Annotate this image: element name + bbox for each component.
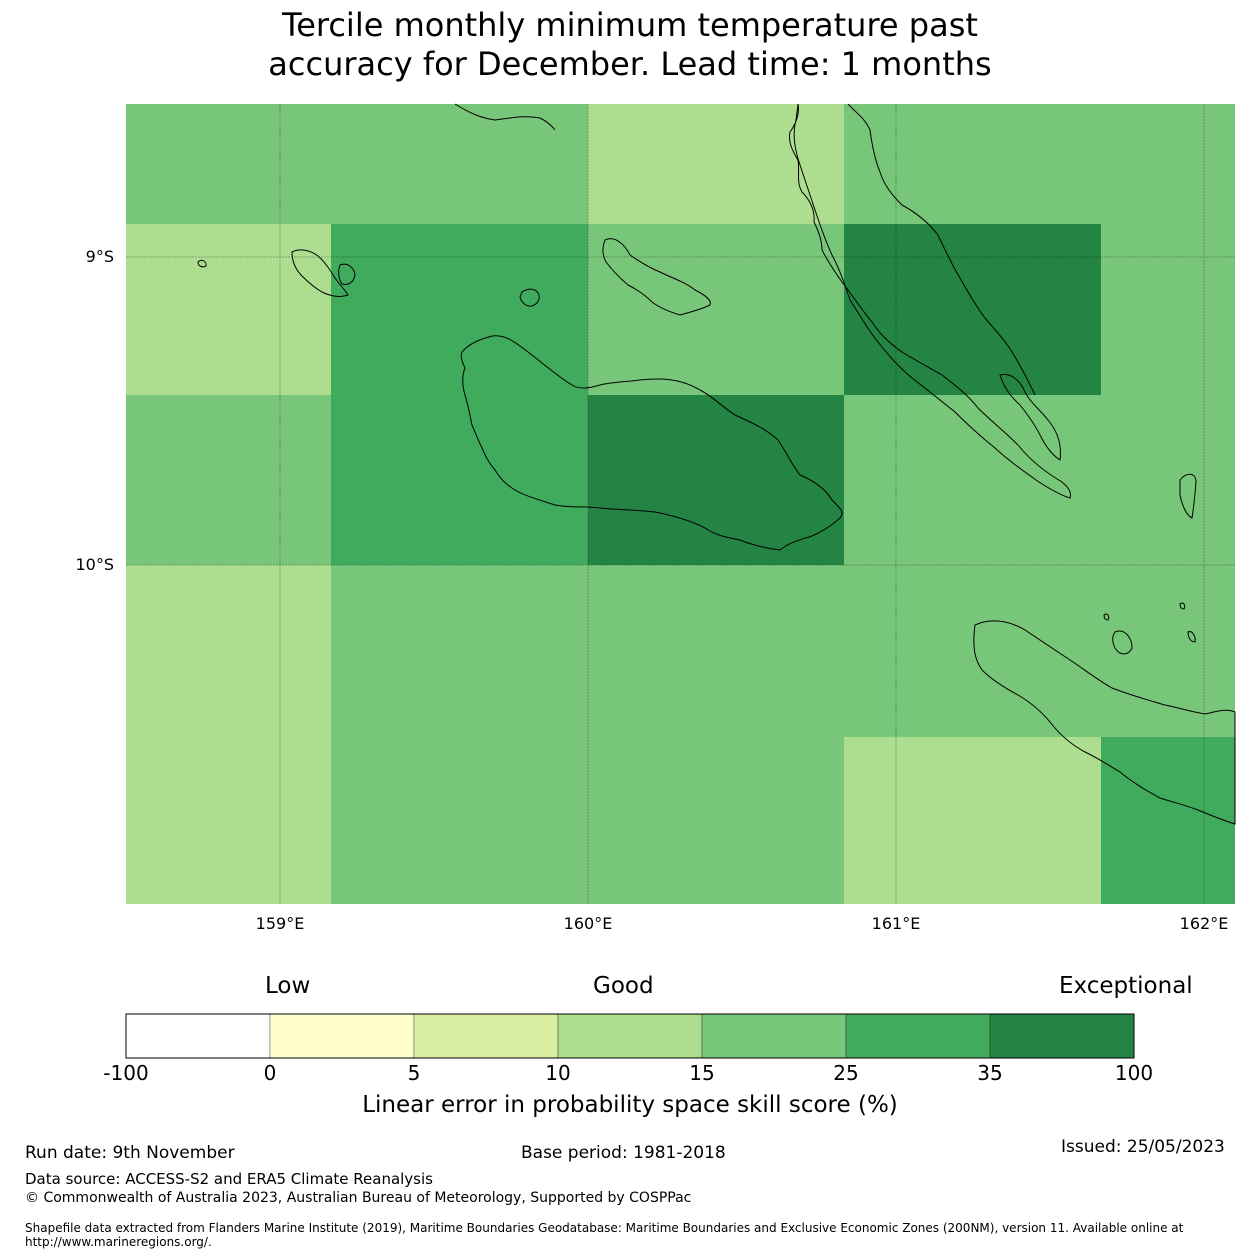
grid-cell bbox=[1101, 565, 1235, 737]
colorbar-tick: -100 bbox=[103, 1061, 149, 1085]
grid-cell bbox=[844, 224, 1101, 395]
lon-label-160e: 160°E bbox=[563, 914, 613, 933]
grid-cell bbox=[126, 104, 331, 224]
coast-malaita bbox=[789, 103, 1071, 499]
colorbar-label-good: Good bbox=[593, 973, 654, 999]
coast-makira bbox=[973, 620, 1236, 825]
title-line-1: Tercile monthly minimum temperature past bbox=[282, 6, 978, 44]
colorbar-label-exceptional: Exceptional bbox=[1059, 973, 1193, 999]
title-line-2: accuracy for December. Lead time: 1 mont… bbox=[268, 45, 992, 83]
colorbar bbox=[125, 1013, 1135, 1059]
base-period: Base period: 1981-2018 bbox=[521, 1143, 726, 1163]
grid-cell bbox=[588, 395, 844, 565]
colorbar-tick: 15 bbox=[689, 1061, 715, 1085]
grid-cell bbox=[331, 104, 588, 224]
lon-label-162e: 162°E bbox=[1179, 914, 1229, 933]
grid-cell bbox=[844, 565, 1101, 737]
grid-cell bbox=[126, 395, 331, 565]
grid-cell bbox=[1101, 224, 1235, 395]
colorbar-swatch bbox=[701, 1013, 847, 1059]
lon-label-161e: 161°E bbox=[871, 914, 921, 933]
coast-west-islet bbox=[197, 259, 207, 268]
graticule bbox=[126, 104, 1235, 904]
coast-russell bbox=[291, 249, 349, 297]
coast-small-islet-2 bbox=[1179, 602, 1186, 610]
colorbar-swatch bbox=[557, 1013, 703, 1059]
grid-cell bbox=[331, 565, 588, 737]
coast-small-malaita bbox=[999, 373, 1061, 461]
colorbar-tick: 100 bbox=[1114, 1061, 1154, 1085]
grid-cell bbox=[126, 565, 331, 737]
colorbar-title: Linear error in probability space skill … bbox=[362, 1092, 898, 1118]
coast-russell-2 bbox=[338, 263, 356, 285]
colorbar-swatch bbox=[989, 1013, 1135, 1059]
coast-ulawa bbox=[1179, 473, 1197, 519]
coast-north-malaita bbox=[847, 103, 1036, 396]
issued-date: Issued: 25/05/2023 bbox=[1061, 1137, 1225, 1157]
grid-cell bbox=[126, 737, 331, 904]
grid-cell bbox=[588, 104, 844, 224]
grid-cell bbox=[1101, 104, 1235, 224]
lat-label-10s: 10°S bbox=[75, 555, 114, 574]
grid-cell bbox=[588, 224, 844, 395]
grid-cell bbox=[331, 224, 588, 395]
coast-guadalcanal bbox=[460, 335, 843, 551]
grid-cell bbox=[1101, 395, 1235, 565]
colorbar-swatch bbox=[413, 1013, 559, 1059]
coastlines bbox=[197, 103, 1236, 825]
shapefile-credit: Shapefile data extracted from Flanders M… bbox=[25, 1221, 1184, 1249]
colorbar-swatch bbox=[125, 1013, 271, 1059]
coast-small-islet-3 bbox=[1187, 631, 1196, 643]
grid-cell bbox=[844, 104, 1101, 224]
grid-cell bbox=[331, 737, 588, 904]
colorbar-tick: 35 bbox=[977, 1061, 1003, 1085]
run-date: Run date: 9th November bbox=[25, 1143, 235, 1163]
grid-cell bbox=[126, 224, 331, 395]
colorbar-tick: 10 bbox=[545, 1061, 571, 1085]
colorbar-swatch bbox=[269, 1013, 415, 1059]
coast-ugi bbox=[1112, 630, 1133, 655]
lon-label-159e: 159°E bbox=[255, 914, 305, 933]
coast-savo bbox=[519, 288, 540, 307]
map-title: Tercile monthly minimum temperature past… bbox=[0, 6, 1260, 84]
colorbar-tick: 5 bbox=[407, 1061, 421, 1085]
grid-cell bbox=[588, 565, 844, 737]
colorbar-frame bbox=[125, 1013, 1135, 1059]
grid-cell bbox=[331, 395, 588, 565]
grid-cell bbox=[844, 737, 1101, 904]
coast-north-islets bbox=[454, 103, 556, 131]
grid-cell bbox=[588, 737, 844, 904]
colorbar-tick: 0 bbox=[263, 1061, 277, 1085]
grid-cell bbox=[1101, 737, 1235, 904]
colorbar-swatch bbox=[845, 1013, 991, 1059]
data-source: Data source: ACCESS-S2 and ERA5 Climate … bbox=[25, 1170, 433, 1188]
copyright: © Commonwealth of Australia 2023, Austra… bbox=[25, 1190, 692, 1206]
coast-small-islet-1 bbox=[1103, 613, 1110, 621]
colorbar-swatches bbox=[125, 1013, 1135, 1059]
colorbar-tick: 25 bbox=[833, 1061, 859, 1085]
lat-label-9s: 9°S bbox=[85, 247, 114, 266]
coast-florida-islands bbox=[602, 238, 711, 316]
skill-grid bbox=[126, 104, 1235, 904]
colorbar-label-low: Low bbox=[265, 973, 311, 999]
